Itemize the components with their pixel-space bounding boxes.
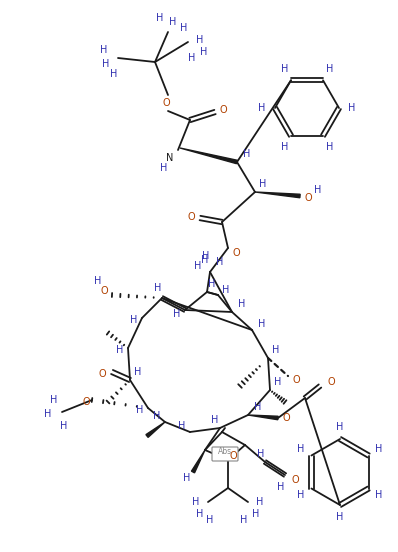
Text: H: H	[326, 142, 333, 152]
Text: Abs: Abs	[218, 448, 232, 457]
Text: H: H	[258, 449, 265, 459]
Text: O: O	[162, 98, 170, 108]
Text: H: H	[216, 257, 224, 267]
Polygon shape	[146, 422, 165, 437]
Text: H: H	[252, 509, 259, 519]
Text: H: H	[326, 64, 333, 74]
Text: O: O	[100, 286, 108, 296]
Text: H: H	[202, 251, 210, 261]
Text: O: O	[232, 248, 240, 258]
Text: H: H	[154, 283, 162, 293]
Text: H: H	[254, 402, 262, 412]
Text: H: H	[336, 512, 344, 522]
Text: H: H	[180, 23, 188, 33]
Text: H: H	[196, 509, 204, 519]
Text: H: H	[297, 444, 305, 454]
Text: H: H	[281, 64, 288, 74]
Polygon shape	[191, 450, 205, 473]
Polygon shape	[180, 148, 238, 164]
Text: H: H	[102, 59, 110, 69]
Text: O: O	[82, 397, 90, 407]
Text: O: O	[187, 212, 195, 222]
Text: H: H	[110, 69, 118, 79]
Text: H: H	[259, 179, 267, 189]
Text: H: H	[196, 35, 204, 45]
Text: H: H	[240, 515, 248, 525]
Text: H: H	[169, 17, 177, 27]
Text: H: H	[314, 185, 322, 195]
Polygon shape	[255, 192, 300, 198]
Text: H: H	[336, 422, 344, 432]
Text: H: H	[206, 515, 214, 525]
Text: O: O	[229, 451, 237, 461]
Text: H: H	[200, 47, 208, 57]
Text: H: H	[44, 409, 52, 419]
Text: H: H	[272, 345, 280, 355]
Text: H: H	[297, 490, 305, 500]
Text: H: H	[222, 285, 230, 295]
Text: H: H	[178, 421, 186, 431]
Text: H: H	[50, 395, 58, 405]
Text: H: H	[136, 405, 144, 415]
Text: H: H	[160, 163, 168, 173]
Text: H: H	[134, 367, 142, 377]
Text: H: H	[153, 411, 161, 421]
Text: H: H	[130, 315, 138, 325]
Text: H: H	[183, 473, 191, 483]
Text: H: H	[274, 377, 282, 387]
FancyBboxPatch shape	[212, 447, 238, 461]
Text: H: H	[194, 261, 202, 271]
Text: O: O	[98, 369, 106, 379]
Text: H: H	[60, 421, 68, 431]
Text: H: H	[375, 444, 382, 454]
Text: H: H	[281, 142, 288, 152]
Text: H: H	[94, 276, 101, 286]
Text: H: H	[156, 13, 164, 23]
Text: N: N	[166, 153, 174, 163]
Text: O: O	[327, 377, 335, 387]
Text: H: H	[348, 103, 356, 113]
Text: O: O	[282, 413, 290, 423]
Text: H: H	[192, 497, 200, 507]
Text: H: H	[256, 497, 264, 507]
Text: H: H	[211, 415, 219, 425]
Text: H: H	[208, 279, 216, 289]
Text: H: H	[238, 299, 246, 309]
Text: H: H	[258, 319, 266, 329]
Text: H: H	[173, 309, 181, 319]
Text: H: H	[277, 482, 285, 492]
Text: O: O	[219, 105, 227, 115]
Text: O: O	[291, 475, 299, 485]
Text: H: H	[100, 45, 108, 55]
Text: H: H	[243, 149, 251, 159]
Text: H: H	[258, 103, 266, 113]
Text: O: O	[292, 375, 300, 385]
Text: H: H	[375, 490, 382, 500]
Text: H: H	[116, 345, 124, 355]
Polygon shape	[248, 415, 278, 420]
Text: O: O	[304, 193, 312, 203]
Text: H: H	[201, 255, 209, 265]
Text: H: H	[188, 53, 196, 63]
